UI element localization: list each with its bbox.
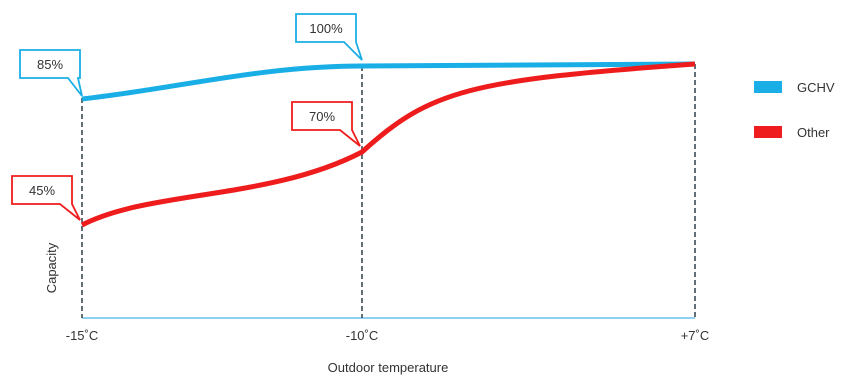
legend: GCHV Other [754, 80, 835, 140]
callout-gchv-mid: 100% [295, 13, 363, 61]
callout-label: 100% [309, 21, 343, 36]
x-axis-title: Outdoor temperature [328, 360, 449, 375]
callout-gchv-cold: 85% [19, 49, 83, 97]
callout-other-cold: 45% [11, 175, 81, 221]
legend-label-other: Other [797, 125, 830, 140]
y-axis-title: Capacity [44, 242, 59, 293]
callout-label: 45% [29, 183, 55, 198]
callout-label: 70% [309, 109, 335, 124]
legend-swatch-other [754, 126, 782, 138]
x-tick-label: -10˚C [346, 328, 379, 343]
callout-other-mid: 70% [291, 101, 361, 147]
series-line-other [80, 61, 696, 228]
x-tick-label: +7˚C [681, 328, 710, 343]
legend-label-gchv: GCHV [797, 80, 835, 95]
callout-label: 85% [37, 57, 63, 72]
x-tick-label: -15˚C [66, 328, 99, 343]
series-line-gchv [81, 61, 696, 102]
legend-swatch-gchv [754, 81, 782, 93]
